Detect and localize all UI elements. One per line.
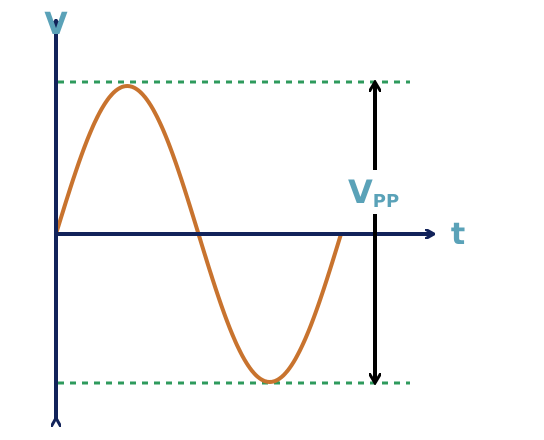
y-axis-label: V <box>44 7 68 42</box>
vpp-label-main: V <box>348 173 373 211</box>
vpp-label-subscript: PP <box>373 191 399 212</box>
x-axis-label: t <box>451 217 465 252</box>
vpp-label: VPP <box>348 173 399 212</box>
